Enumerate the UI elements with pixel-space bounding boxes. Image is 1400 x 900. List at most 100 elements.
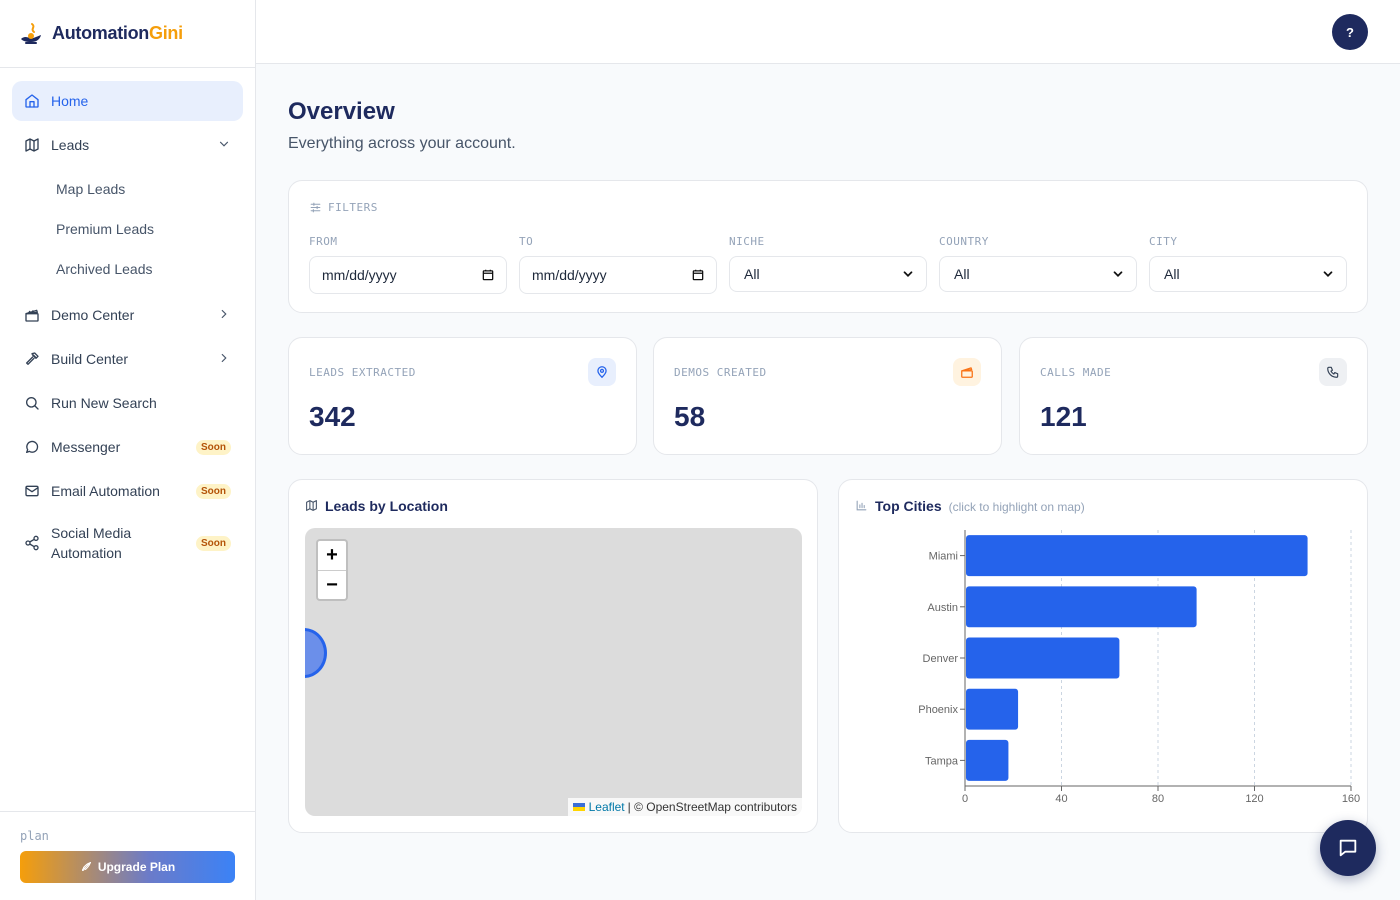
map-pin-icon xyxy=(588,358,616,386)
stat-card-leads-extracted: LEADS EXTRACTED 342 xyxy=(288,337,637,455)
home-icon xyxy=(24,93,40,109)
leads-map[interactable]: + − Leaflet | © OpenStreetMap contributo… xyxy=(305,528,802,816)
top-bar: ? xyxy=(256,0,1400,64)
stat-card-demos-created: DEMOS CREATED 58 xyxy=(653,337,1002,455)
filter-to: TO mm/dd/yyyy xyxy=(519,235,717,294)
chat-bubble-icon xyxy=(24,439,40,455)
sidebar-item-label: Demo Center xyxy=(51,307,135,323)
from-date-input[interactable]: mm/dd/yyyy xyxy=(309,256,507,294)
chevron-down-icon xyxy=(903,271,913,277)
bar-austin[interactable] xyxy=(966,586,1197,628)
niche-label: NICHE xyxy=(729,235,765,248)
sidebar-subitem-archived-leads[interactable]: Archived Leads xyxy=(56,261,153,277)
sidebar-item-demo-center[interactable]: Demo Center xyxy=(12,295,243,335)
filters-title: FILTERS xyxy=(309,201,1347,214)
share-icon xyxy=(24,535,40,551)
country-value: All xyxy=(954,266,970,282)
leaflet-link[interactable]: Leaflet xyxy=(588,800,625,814)
panel-title: Leads by Location xyxy=(305,498,448,514)
sidebar-item-leads[interactable]: Leads xyxy=(12,125,243,165)
bar-phoenix[interactable] xyxy=(966,688,1019,730)
upgrade-plan-button[interactable]: Upgrade Plan xyxy=(20,851,235,883)
niche-select[interactable]: All xyxy=(729,256,927,292)
map-icon xyxy=(24,137,40,153)
sidebar-item-label: Social Media Automation xyxy=(51,523,131,563)
sidebar-item-label: Messenger xyxy=(51,439,121,455)
filter-row: FROM mm/dd/yyyy TO mm/dd/yyyy NICHE All xyxy=(309,235,1347,294)
leads-by-location-card: Leads by Location + − Leaflet | © OpenSt… xyxy=(288,479,818,833)
chevron-down-icon xyxy=(1323,271,1333,277)
map-attribution: Leaflet | © OpenStreetMap contributors xyxy=(567,798,802,816)
plan-label: plan xyxy=(20,829,49,843)
sliders-icon xyxy=(310,202,321,213)
x-tick-label: 40 xyxy=(1055,793,1067,805)
y-tick-label: Miami xyxy=(929,551,958,563)
chat-widget-button[interactable] xyxy=(1320,820,1376,876)
country-select[interactable]: All xyxy=(939,256,1137,292)
sidebar-item-label: Email Automation xyxy=(51,483,160,499)
panel-title-text: Leads by Location xyxy=(325,498,448,514)
logo-area[interactable]: AutomationGini xyxy=(0,0,255,68)
map-icon xyxy=(306,500,317,511)
chevron-right-icon[interactable] xyxy=(217,307,231,321)
sidebar-nav: Home Leads Map Leads Premium Leads Archi… xyxy=(0,68,255,571)
sidebar-item-build-center[interactable]: Build Center xyxy=(12,339,243,379)
ukraine-flag-icon xyxy=(572,803,585,811)
help-button[interactable]: ? xyxy=(1332,14,1368,50)
to-date-value: mm/dd/yyyy xyxy=(532,267,607,283)
city-label: CITY xyxy=(1149,235,1178,248)
chevron-right-icon[interactable] xyxy=(217,351,231,365)
sidebar-subitem-premium-leads[interactable]: Premium Leads xyxy=(56,221,155,237)
sidebar-item-messenger[interactable]: Messenger Soon xyxy=(12,427,243,467)
to-date-input[interactable]: mm/dd/yyyy xyxy=(519,256,717,294)
x-tick-label: 120 xyxy=(1245,793,1263,805)
filter-country: COUNTRY All xyxy=(939,235,1137,294)
sidebar-item-label-line2: Automation xyxy=(51,545,122,561)
chevron-down-icon[interactable] xyxy=(217,137,231,151)
city-value: All xyxy=(1164,266,1180,282)
soon-badge: Soon xyxy=(196,483,231,499)
bar-chart-icon xyxy=(856,500,867,511)
clapperboard-icon xyxy=(953,358,981,386)
zoom-out-button[interactable]: − xyxy=(318,570,346,599)
top-cities-card: Top Cities (click to highlight on map) 0… xyxy=(838,479,1368,833)
city-select[interactable]: All xyxy=(1149,256,1347,292)
filters-title-text: FILTERS xyxy=(328,201,378,214)
calendar-icon[interactable] xyxy=(481,268,495,282)
panel-hint: (click to highlight on map) xyxy=(948,500,1085,514)
sidebar: AutomationGini Home Leads Map Leads Prem… xyxy=(0,0,256,900)
attribution-text: | © OpenStreetMap contributors xyxy=(627,800,797,814)
stat-card-calls-made: CALLS MADE 121 xyxy=(1019,337,1368,455)
sidebar-item-run-new-search[interactable]: Run New Search xyxy=(12,383,243,423)
x-tick-label: 80 xyxy=(1152,793,1164,805)
page-subtitle: Everything across your account. xyxy=(288,135,516,152)
top-cities-bar-chart: 0 40 80 120 160 Miami Austin Denver Phoenix Tampa xyxy=(918,530,1360,805)
sidebar-item-label: Run New Search xyxy=(51,395,157,411)
sidebar-subitem-map-leads[interactable]: Map Leads xyxy=(56,181,126,197)
brand-name-part1: Automation xyxy=(52,23,149,43)
sidebar-item-social-media-automation[interactable]: Social Media Automation Soon xyxy=(12,515,243,571)
filter-city: CITY All xyxy=(1149,235,1347,294)
sidebar-item-home[interactable]: Home xyxy=(12,81,243,121)
message-square-icon xyxy=(1339,839,1357,857)
filter-niche: NICHE All xyxy=(729,235,927,294)
y-tick-label: Phoenix xyxy=(918,704,958,716)
y-tick-label: Denver xyxy=(923,653,959,665)
hammer-icon xyxy=(24,351,40,367)
from-date-value: mm/dd/yyyy xyxy=(322,267,397,283)
soon-badge: Soon xyxy=(196,439,231,455)
zoom-in-button[interactable]: + xyxy=(326,544,338,566)
bar-denver[interactable] xyxy=(966,637,1120,679)
bar-tampa[interactable] xyxy=(966,739,1009,781)
sidebar-item-label: Leads xyxy=(51,137,90,153)
page-title: Overview xyxy=(288,98,395,125)
sidebar-footer: plan Upgrade Plan xyxy=(0,811,255,900)
sidebar-item-email-automation[interactable]: Email Automation Soon xyxy=(12,471,243,511)
y-tick-label: Tampa xyxy=(925,755,959,767)
map-location-marker[interactable] xyxy=(305,628,327,678)
bar-miami[interactable] xyxy=(966,535,1308,577)
calendar-icon[interactable] xyxy=(691,268,705,282)
stat-value: 58 xyxy=(674,401,706,432)
clapperboard-icon xyxy=(24,307,40,323)
phone-icon xyxy=(1319,358,1347,386)
